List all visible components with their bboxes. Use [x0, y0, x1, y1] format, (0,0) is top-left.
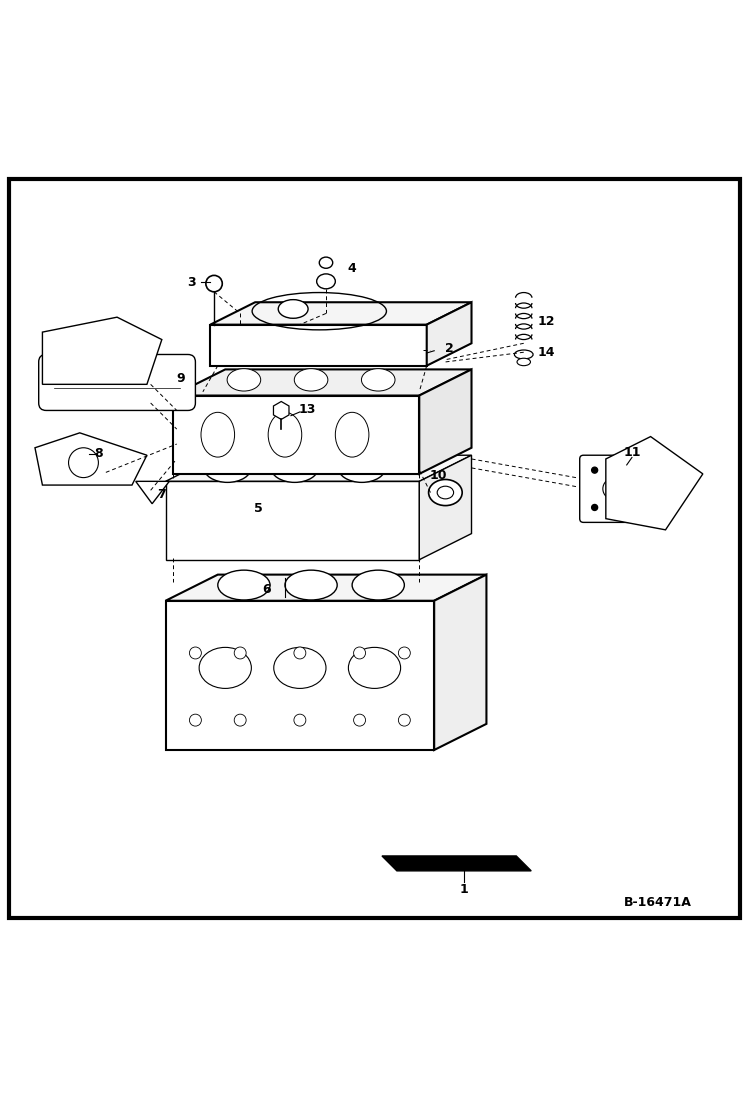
Circle shape [234, 714, 246, 726]
Text: 11: 11 [623, 446, 640, 460]
Text: 10: 10 [429, 468, 446, 482]
Text: 13: 13 [299, 404, 316, 416]
FancyBboxPatch shape [39, 354, 195, 410]
Circle shape [234, 647, 246, 659]
Ellipse shape [338, 451, 386, 483]
Ellipse shape [227, 369, 261, 391]
Ellipse shape [352, 570, 404, 600]
Ellipse shape [336, 412, 369, 457]
Ellipse shape [278, 299, 308, 318]
Circle shape [294, 714, 306, 726]
Polygon shape [35, 433, 147, 485]
Polygon shape [210, 303, 472, 325]
FancyBboxPatch shape [580, 455, 655, 522]
Polygon shape [166, 601, 434, 750]
Polygon shape [166, 482, 419, 559]
Polygon shape [173, 396, 419, 474]
Polygon shape [136, 482, 169, 504]
Text: 1: 1 [460, 883, 468, 896]
Polygon shape [427, 303, 472, 365]
Polygon shape [382, 856, 531, 871]
Circle shape [294, 647, 306, 659]
Text: 7: 7 [157, 487, 166, 500]
Circle shape [354, 647, 366, 659]
Ellipse shape [362, 369, 395, 391]
Polygon shape [43, 317, 162, 384]
Ellipse shape [629, 505, 635, 510]
Polygon shape [419, 370, 472, 474]
Ellipse shape [592, 467, 598, 473]
Circle shape [398, 647, 410, 659]
Ellipse shape [206, 275, 222, 292]
Text: 12: 12 [537, 315, 555, 328]
Circle shape [189, 647, 201, 659]
Ellipse shape [199, 647, 252, 689]
Ellipse shape [203, 451, 252, 483]
Polygon shape [166, 455, 472, 482]
Circle shape [354, 714, 366, 726]
Ellipse shape [319, 257, 333, 269]
Ellipse shape [592, 505, 598, 510]
Ellipse shape [218, 570, 270, 600]
Ellipse shape [270, 451, 319, 483]
Polygon shape [434, 575, 486, 750]
Polygon shape [606, 437, 703, 530]
Ellipse shape [274, 647, 326, 689]
Ellipse shape [437, 486, 454, 499]
Ellipse shape [603, 478, 624, 499]
Ellipse shape [517, 359, 530, 365]
Text: B-16471A: B-16471A [624, 896, 692, 909]
Text: 3: 3 [187, 275, 196, 289]
Ellipse shape [428, 479, 462, 506]
Ellipse shape [294, 369, 328, 391]
Text: 14: 14 [537, 347, 555, 360]
Ellipse shape [201, 412, 234, 457]
Ellipse shape [53, 441, 91, 470]
Text: 2: 2 [445, 342, 453, 355]
Ellipse shape [62, 449, 82, 462]
Circle shape [189, 714, 201, 726]
Ellipse shape [317, 274, 336, 289]
Ellipse shape [285, 570, 337, 600]
Ellipse shape [348, 647, 401, 689]
Polygon shape [173, 370, 472, 396]
Polygon shape [419, 455, 472, 559]
Ellipse shape [515, 350, 533, 359]
Ellipse shape [69, 448, 98, 477]
Text: 8: 8 [94, 448, 103, 461]
Ellipse shape [629, 467, 635, 473]
Ellipse shape [268, 412, 302, 457]
Text: 6: 6 [262, 583, 270, 596]
Text: 9: 9 [176, 372, 185, 385]
Text: 4: 4 [348, 262, 357, 275]
Polygon shape [210, 325, 427, 365]
Circle shape [398, 714, 410, 726]
Polygon shape [166, 575, 486, 601]
Text: 5: 5 [255, 502, 263, 516]
